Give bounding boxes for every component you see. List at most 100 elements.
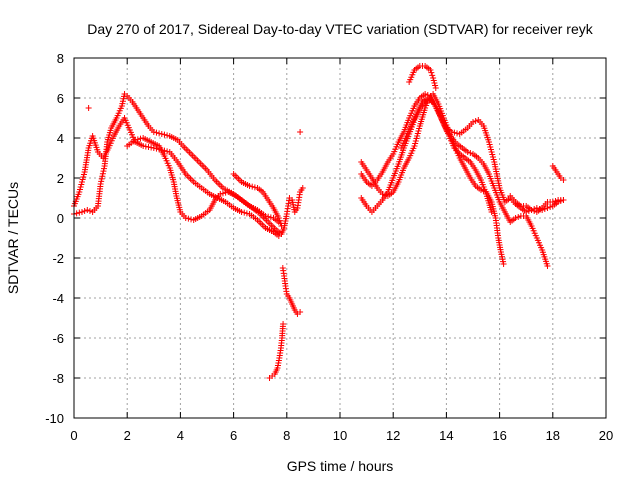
data-point: [150, 129, 157, 135]
data-point: [99, 173, 106, 180]
data-point: [73, 210, 80, 217]
data-point: [100, 168, 107, 175]
series-track-e: [278, 185, 306, 237]
data-point: [467, 150, 474, 156]
data-point: [549, 199, 556, 205]
data-point: [76, 209, 83, 216]
x-tick-label: 12: [386, 428, 400, 443]
series-track-m: [398, 95, 495, 215]
x-tick-label: 0: [70, 428, 77, 443]
x-axis-label: GPS time / hours: [287, 458, 394, 474]
data-point: [512, 215, 519, 221]
data-point: [238, 209, 245, 215]
data-point: [432, 85, 439, 91]
series-track-c: [124, 135, 285, 237]
data-point: [97, 181, 104, 187]
data-point: [470, 119, 476, 125]
data-point: [448, 129, 455, 135]
data-point: [164, 148, 171, 155]
data-point: [297, 129, 304, 135]
data-point: [265, 213, 272, 220]
data-point: [156, 130, 163, 137]
data-point: [132, 137, 139, 143]
data-point: [500, 261, 507, 267]
x-tick-label: 20: [599, 428, 613, 443]
y-tick-label: 2: [57, 171, 64, 186]
y-tick-label: 4: [57, 131, 64, 146]
data-point: [428, 69, 435, 76]
data-point: [99, 170, 106, 177]
series-track-o: [549, 163, 567, 183]
x-tick-label: 10: [333, 428, 347, 443]
data-point: [182, 215, 189, 221]
data-point: [299, 185, 306, 191]
y-tick-label: 6: [57, 91, 64, 106]
x-tick-label: 14: [439, 428, 453, 443]
data-point: [185, 215, 192, 222]
y-tick-label: 0: [57, 211, 64, 226]
y-tick-label: -4: [52, 291, 64, 306]
data-point: [472, 118, 479, 124]
y-tick-label: -6: [52, 331, 64, 346]
data-point: [98, 178, 105, 185]
data-point: [560, 177, 567, 183]
data-point: [86, 208, 93, 214]
y-tick-label: 8: [57, 51, 64, 66]
grid: [74, 58, 606, 418]
data-point: [454, 130, 461, 137]
x-tick-label: 18: [546, 428, 560, 443]
data-point: [241, 209, 248, 216]
x-tick-label: 16: [492, 428, 506, 443]
data-point: [464, 149, 471, 155]
data-point: [267, 214, 274, 221]
data-point: [101, 165, 108, 172]
data-point: [477, 187, 484, 193]
data-point: [297, 309, 304, 315]
data-point: [275, 215, 282, 221]
y-tick-label: -2: [52, 251, 64, 266]
data-point: [150, 145, 157, 151]
data-point: [280, 321, 287, 327]
data-point: [161, 131, 168, 138]
x-tick-label: 4: [177, 428, 184, 443]
data-point: [560, 197, 567, 203]
series-track-l: [406, 63, 439, 91]
x-tick-label: 6: [230, 428, 237, 443]
series-track-j: [358, 97, 551, 269]
series-track-g: [266, 321, 287, 381]
data-point: [153, 129, 160, 136]
data-point: [164, 132, 171, 139]
series-track-h: [85, 105, 304, 135]
series-track-d: [230, 171, 285, 229]
y-tick-label: -8: [52, 371, 64, 386]
data-point: [276, 217, 283, 224]
data-point: [528, 207, 535, 213]
y-axis-label: SDTVAR / TECUs: [5, 182, 21, 294]
data-point: [219, 190, 226, 197]
series-track-k: [358, 91, 567, 215]
axis-ticks: 0 2 4 6 8 10 12 14 16 18 20 -10 -8 -6 -4 -2 0 2 4 6 8: [45, 51, 613, 443]
data-point: [488, 209, 495, 215]
data-point: [153, 145, 160, 152]
data-point: [422, 91, 429, 97]
data-point: [544, 205, 551, 211]
data-point: [246, 183, 253, 189]
series-track-f: [279, 265, 304, 317]
data-point: [544, 263, 551, 269]
data-series: [71, 63, 567, 381]
data-point: [78, 209, 85, 215]
y-tick-label: -10: [45, 411, 64, 426]
data-point: [85, 105, 92, 111]
data-point: [249, 183, 256, 190]
x-tick-label: 8: [283, 428, 290, 443]
data-point: [158, 131, 165, 137]
data-point: [134, 136, 141, 143]
data-point: [451, 129, 458, 136]
series-track-n: [507, 193, 567, 215]
data-point: [84, 207, 91, 213]
series-track-a: [71, 115, 282, 239]
data-point: [523, 209, 530, 215]
data-point: [243, 210, 250, 217]
data-point: [98, 175, 105, 182]
